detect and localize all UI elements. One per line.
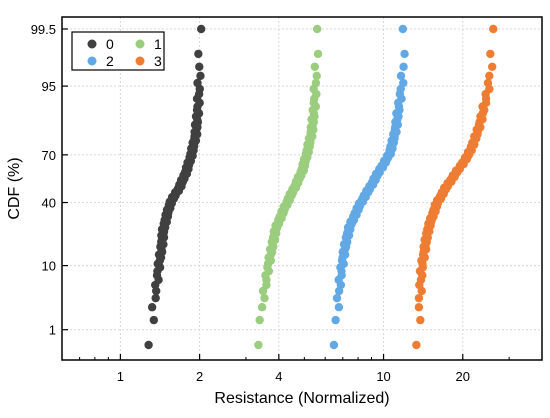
x-tick-label: 10 — [376, 369, 390, 384]
series-2 — [329, 24, 409, 350]
data-point — [398, 24, 408, 34]
legend-label: 2 — [106, 53, 114, 69]
y-axis-title: CDF (%) — [6, 157, 23, 219]
data-point — [196, 71, 205, 81]
data-point — [255, 315, 264, 325]
data-point — [334, 303, 344, 312]
data-point — [331, 315, 340, 325]
x-tick-label: 2 — [196, 369, 203, 384]
data-point — [310, 62, 320, 71]
data-point — [489, 24, 498, 34]
data-point — [257, 303, 267, 312]
data-point — [400, 49, 409, 59]
y-tick-label: 40 — [42, 196, 56, 211]
legend-box — [71, 31, 165, 71]
data-point — [488, 62, 497, 71]
data-point — [332, 293, 342, 303]
data-point — [414, 303, 424, 312]
data-point — [144, 340, 153, 350]
data-point — [147, 303, 157, 312]
data-point — [485, 71, 494, 81]
data-point — [149, 315, 159, 325]
data-point — [486, 49, 495, 59]
data-point — [312, 71, 321, 81]
x-axis-title: Resistance (Normalized) — [214, 390, 389, 407]
data-point — [416, 315, 425, 325]
legend-marker — [87, 39, 97, 49]
data-point — [193, 78, 202, 88]
y-tick-label: 1 — [49, 323, 56, 338]
data-point — [312, 24, 322, 34]
data-point — [412, 340, 421, 350]
grid-layer — [62, 17, 542, 360]
data-point — [196, 24, 206, 34]
y-tick-label: 95 — [42, 79, 56, 94]
data-point — [151, 293, 160, 303]
y-tick-label: 99.5 — [31, 22, 56, 37]
data-point — [254, 340, 263, 350]
data-point — [195, 62, 204, 71]
series-0 — [144, 24, 206, 350]
legend-marker — [135, 39, 145, 49]
x-tick-label: 20 — [456, 369, 470, 384]
data-point — [483, 78, 493, 88]
data-point — [313, 49, 323, 59]
data-point — [414, 293, 424, 303]
legend: 0 1 2 3 — [71, 31, 165, 71]
x-tick-label: 1 — [117, 369, 124, 384]
data-point — [194, 49, 203, 59]
legend-marker — [87, 56, 97, 66]
legend-marker — [135, 56, 145, 66]
legend-label: 0 — [106, 36, 114, 52]
y-tick-label: 10 — [42, 259, 56, 274]
x-tick-label: 4 — [275, 369, 282, 384]
data-point — [260, 293, 269, 303]
series-3 — [412, 24, 498, 350]
y-tick-label: 70 — [42, 148, 56, 163]
plot-frame — [61, 16, 543, 361]
points-layer — [144, 24, 498, 350]
data-point — [396, 71, 406, 81]
data-point — [329, 340, 339, 350]
legend-label: 1 — [154, 36, 162, 52]
data-point — [399, 62, 408, 71]
legend-label: 3 — [154, 53, 162, 69]
data-point — [399, 78, 408, 88]
data-point — [311, 78, 321, 88]
series-1 — [254, 24, 323, 350]
